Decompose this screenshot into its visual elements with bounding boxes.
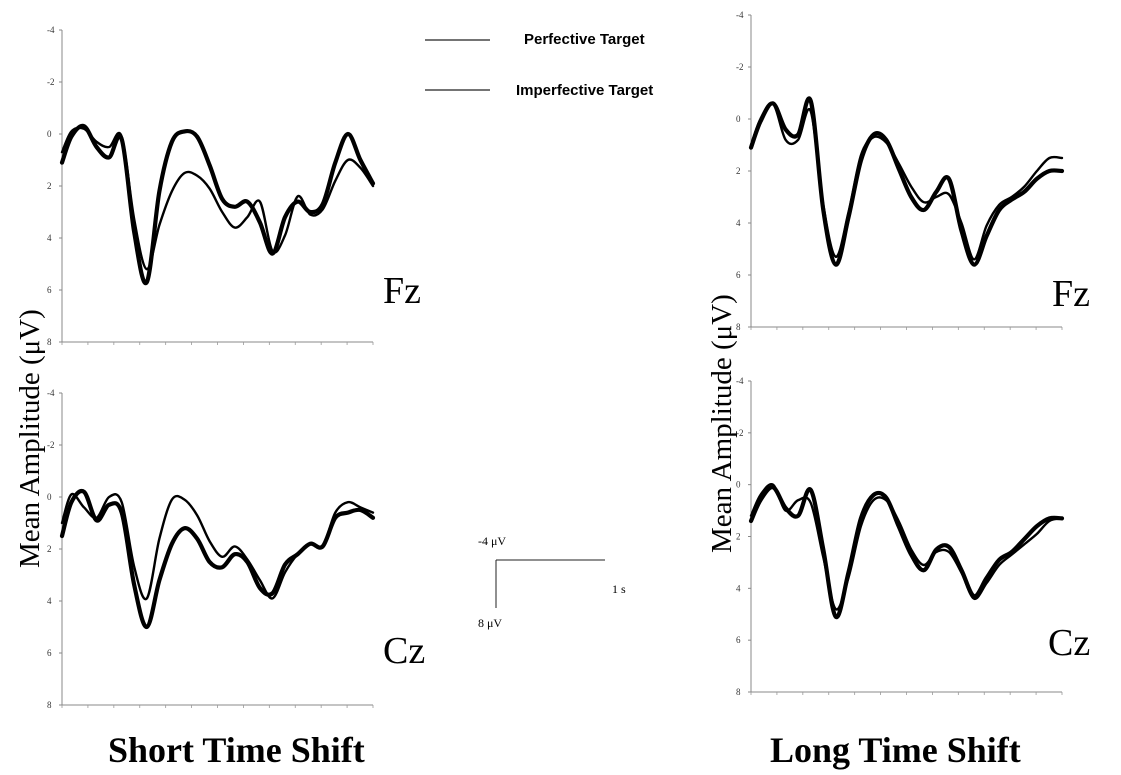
scale-bar-bottom-label: 8 μV [478,616,502,630]
legend: Perfective Target Imperfective Target [425,31,653,99]
series-line-perfective [748,485,1065,619]
y-tick-label: 4 [736,583,741,593]
y-tick-label: 4 [47,233,52,243]
y-tick-label: 4 [736,218,741,228]
y-tick-label: 2 [47,181,52,191]
panel-long-cz: -4 -2 0 2 4 6 8 [736,376,1065,697]
y-tick-label: 8 [736,322,741,332]
y-tick-label: 6 [47,648,52,658]
y-tick-label: -4 [47,388,55,398]
series-line-perfective [59,123,376,286]
panel-title-long: Long Time Shift [770,730,1021,770]
electrode-label-long-fz: Fz [1052,273,1090,315]
panel-short-cz: -4 -2 0 2 4 6 8 [47,388,376,710]
y-tick-label: 0 [47,129,52,139]
series-line-imperfective [749,483,1064,611]
electrode-label-long-cz: Cz [1048,622,1090,664]
y-tick-label: 8 [47,337,52,347]
y-tick-label: 0 [47,492,52,502]
y-tick-label: 2 [47,544,52,554]
scale-bar-time-label: 1 s [612,582,626,596]
y-axis-label-left: Mean Amplitude (μV) [14,309,46,568]
y-tick-label: -4 [47,25,55,35]
series-line-imperfective [60,126,375,271]
electrode-label-short-fz: Fz [383,270,421,312]
series-line-imperfective [749,101,1064,261]
y-tick-label: -2 [47,440,55,450]
y-tick-label: 6 [47,285,52,295]
y-tick-label: -4 [736,10,744,20]
series-line-imperfective [60,492,375,601]
y-tick-label: -2 [736,428,744,438]
y-tick-label: 0 [736,480,741,490]
legend-label-imperfective: Imperfective Target [516,82,653,99]
y-tick-label: -4 [736,376,744,386]
y-tick-label: 2 [736,166,741,176]
y-tick-label: -2 [47,77,55,87]
panel-title-short: Short Time Shift [108,730,365,770]
y-tick-label: 8 [47,700,52,710]
y-tick-label: 2 [736,532,741,542]
y-tick-label: 8 [736,687,741,697]
electrode-label-short-cz: Cz [383,630,425,672]
y-tick-label: 4 [47,596,52,606]
y-tick-label: -2 [736,62,744,72]
legend-label-perfective: Perfective Target [524,31,645,48]
panel-long-fz: -4 -2 0 2 4 6 8 [736,10,1065,332]
scale-bar: -4 μV 8 μV 1 s [478,534,626,630]
series-line-perfective [59,488,376,630]
y-tick-label: 6 [736,270,741,280]
y-tick-label: 6 [736,635,741,645]
panel-short-fz: -4 -2 0 2 4 6 8 [47,25,376,347]
y-axis-label-right: Mean Amplitude (μV) [706,294,738,553]
scale-bar-top-label: -4 μV [478,534,506,548]
series-line-perfective [748,96,1065,267]
y-tick-label: 0 [736,114,741,124]
